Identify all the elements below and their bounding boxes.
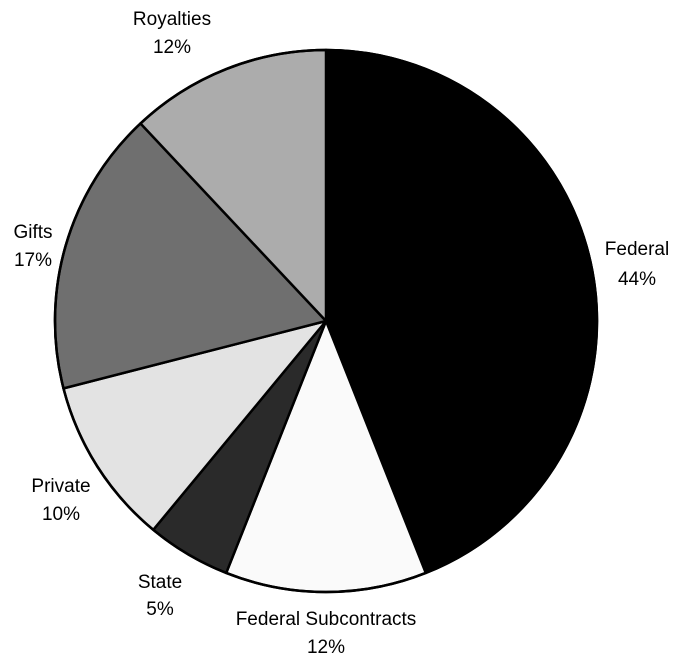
slice-label-state: State: [138, 572, 182, 593]
slice-label-gifts: Gifts: [13, 222, 52, 243]
slice-percent-federal-subcontracts: 12%: [307, 637, 345, 658]
slice-percent-royalties: 12%: [153, 37, 191, 58]
slice-percent-federal: 44%: [618, 269, 656, 290]
slice-label-royalties: Royalties: [133, 9, 211, 30]
slice-label-private: Private: [31, 476, 90, 497]
pie-slices: [53, 48, 599, 594]
pie-outline: [53, 48, 599, 594]
slice-label-federal-subcontracts: Federal Subcontracts: [236, 609, 417, 630]
slice-percent-private: 10%: [42, 504, 80, 525]
slice-label-federal: Federal: [605, 239, 669, 260]
slice-percent-state: 5%: [146, 599, 174, 620]
slice-percent-gifts: 17%: [14, 250, 52, 271]
pie-labels: Federal 44% Federal Subcontracts 12% State 5%…: [13, 9, 669, 658]
